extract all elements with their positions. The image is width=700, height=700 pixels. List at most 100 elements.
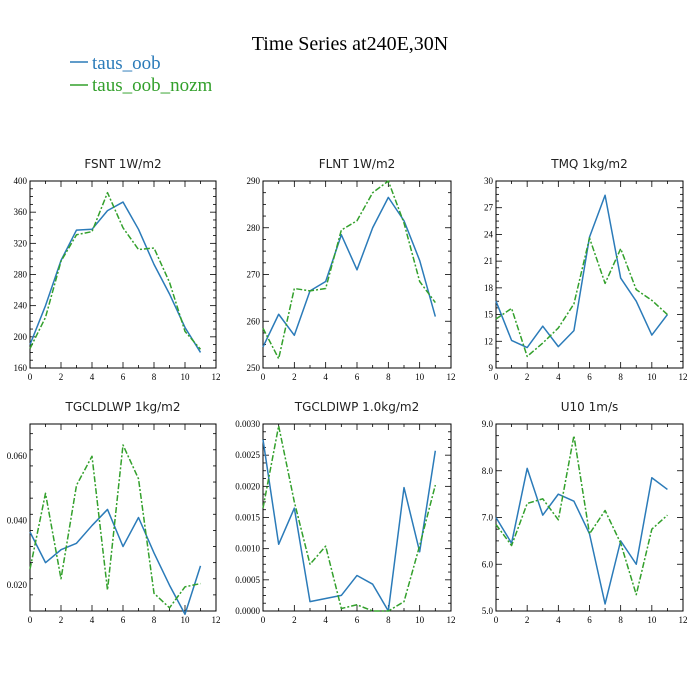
x-tick-label: 4: [90, 615, 95, 625]
x-tick-label: 0: [28, 615, 33, 625]
figure-title: Time Series at240E,30N: [252, 33, 448, 55]
x-tick-label: 0: [494, 615, 499, 625]
series-line-taus-oob: [262, 439, 437, 612]
y-tick-label: 21: [484, 256, 493, 266]
x-tick-label: 12: [679, 372, 688, 382]
y-tick-label: 0.020: [7, 580, 28, 590]
y-tick-label: 160: [14, 363, 28, 373]
x-tick-label: 10: [181, 372, 191, 382]
panel-title: FSNT 1W/m2: [84, 157, 161, 171]
x-tick-label: 12: [212, 615, 221, 625]
x-tick-label: 6: [587, 615, 592, 625]
x-tick-label: 0: [494, 372, 499, 382]
y-tick-label: 7.0: [482, 513, 494, 523]
x-tick-label: 6: [355, 615, 360, 625]
panel-title: TGCLDLWP 1kg/m2: [64, 400, 180, 414]
panel-4: TGCLDLWP 1kg/m2 0 2 4 6 8 10 12 0.020 0.040 0.060: [7, 400, 221, 625]
x-tick-label: 4: [556, 615, 561, 625]
legend-label-taus-oob: taus_oob: [92, 53, 161, 74]
y-tick-label: 250: [247, 363, 261, 373]
x-tick-label: 8: [618, 372, 623, 382]
x-tick-label: 4: [90, 372, 95, 382]
series-line-taus-oob: [495, 194, 669, 349]
y-tick-label: 0.0030: [235, 419, 260, 429]
y-tick-label: 8.0: [482, 466, 494, 476]
y-tick-label: 290: [247, 176, 261, 186]
series-line-taus-oob-nozm: [262, 180, 436, 360]
legend-label-taus-oob-nozm: taus_oob_nozm: [92, 75, 213, 96]
y-tick-label: 0.040: [7, 516, 28, 526]
x-tick-label: 10: [647, 372, 657, 382]
y-tick-label: 0.0020: [235, 481, 260, 491]
legend: taus_oob taus_oob_nozm: [70, 53, 213, 96]
y-tick-label: 260: [247, 316, 261, 326]
x-tick-label: 12: [679, 615, 688, 625]
series-line-taus-oob-nozm: [29, 444, 201, 609]
x-tick-label: 2: [292, 615, 297, 625]
y-tick-label: 12: [484, 336, 493, 346]
x-tick-label: 8: [386, 372, 391, 382]
panel-title: U10 1m/s: [561, 400, 619, 414]
y-tick-label: 27: [484, 203, 494, 213]
y-tick-label: 9.0: [482, 419, 494, 429]
x-tick-label: 10: [415, 372, 425, 382]
x-tick-label: 4: [323, 372, 328, 382]
x-tick-label: 10: [415, 615, 425, 625]
y-tick-label: 9: [489, 363, 494, 373]
y-tick-label: 18: [484, 283, 494, 293]
panel-title: FLNT 1W/m2: [319, 157, 396, 171]
panel-6: U10 1m/s 0 2 4 6 8 10 12 5.0 6.0 7.0 8.0 9.0: [482, 400, 688, 625]
panel-5: TGCLDIWP 1.0kg/m2 0 2 4 6 8 10 12 0.0000 0.0005 0.…: [235, 400, 455, 625]
x-tick-label: 2: [525, 615, 530, 625]
panel-2: FLNT 1W/m2 0 2 4 6 8 10 12 250 260 270 280 290: [247, 157, 456, 382]
x-tick-label: 12: [447, 615, 456, 625]
y-tick-label: 360: [14, 207, 28, 217]
y-tick-label: 0.0005: [235, 575, 260, 585]
x-tick-label: 8: [152, 372, 157, 382]
y-tick-label: 0.0000: [235, 606, 260, 616]
x-tick-label: 10: [647, 615, 657, 625]
y-tick-label: 24: [484, 229, 494, 239]
series-line-taus-oob-nozm: [29, 191, 202, 350]
y-tick-label: 240: [14, 301, 28, 311]
x-tick-label: 2: [525, 372, 530, 382]
series-line-taus-oob-nozm: [495, 434, 668, 596]
x-tick-label: 2: [59, 615, 64, 625]
x-tick-label: 12: [212, 372, 221, 382]
x-tick-label: 0: [28, 372, 33, 382]
panels: FSNT 1W/m20 2 4 6 8 10 12160200240280320360400…: [7, 157, 688, 625]
series-line-taus-oob-nozm: [495, 237, 668, 358]
axes-frame: [262, 180, 452, 369]
x-tick-label: 12: [447, 372, 456, 382]
axes-frame: [495, 423, 684, 612]
series-line-taus-oob: [262, 196, 437, 348]
x-tick-label: 2: [59, 372, 64, 382]
y-tick-label: 0.0010: [235, 544, 260, 554]
panel-1: FSNT 1W/m2 0 2 4 6 8 10 12 160 200 240 280 320 360 400: [14, 157, 221, 382]
x-tick-label: 2: [292, 372, 297, 382]
x-tick-label: 4: [556, 372, 561, 382]
panel-title: TGCLDIWP 1.0kg/m2: [294, 400, 419, 414]
y-tick-label: 320: [14, 238, 28, 248]
y-tick-label: 280: [14, 270, 28, 280]
y-tick-label: 0.060: [7, 451, 28, 461]
y-tick-label: 30: [484, 176, 494, 186]
y-tick-label: 15: [484, 310, 494, 320]
y-tick-label: 270: [247, 270, 261, 280]
axes-frame: [262, 423, 452, 612]
axes-frame: [495, 180, 684, 369]
panel-title: TMQ 1kg/m2: [550, 157, 628, 171]
series-line-taus-oob: [29, 508, 202, 615]
x-tick-label: 6: [121, 372, 126, 382]
x-tick-label: 4: [323, 615, 328, 625]
x-tick-label: 8: [152, 615, 157, 625]
x-tick-label: 10: [181, 615, 191, 625]
y-tick-label: 6.0: [482, 559, 494, 569]
series-line-taus-oob-nozm: [262, 425, 437, 612]
x-tick-label: 8: [618, 615, 623, 625]
x-tick-label: 0: [261, 372, 266, 382]
x-tick-label: 6: [355, 372, 360, 382]
y-tick-label: 0.0015: [235, 513, 260, 523]
y-tick-label: 0.0025: [235, 450, 260, 460]
